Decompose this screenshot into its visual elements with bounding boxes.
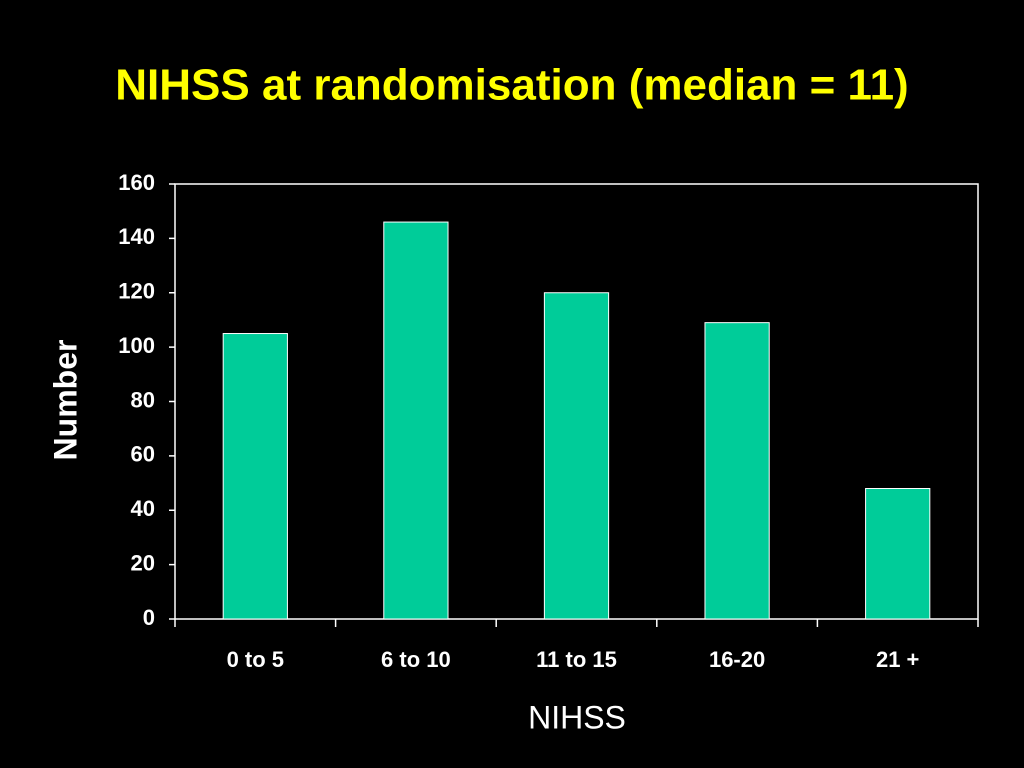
y-tick-label: 80 — [131, 387, 155, 412]
bar — [865, 488, 931, 620]
bar — [222, 333, 288, 620]
x-axis-label: NIHSS — [528, 699, 626, 735]
y-tick-label: 120 — [118, 279, 155, 304]
y-tick-label: 60 — [131, 442, 155, 467]
x-tick-label: 6 to 10 — [381, 647, 451, 672]
y-tick-label: 40 — [131, 496, 155, 521]
y-tick-label: 20 — [131, 550, 155, 575]
y-tick-label: 0 — [143, 605, 155, 630]
bar — [543, 292, 610, 620]
y-tick-label: 160 — [118, 170, 155, 195]
y-tick-label: 100 — [118, 333, 155, 358]
chart-title: NIHSS at randomisation (median = 11) — [115, 61, 908, 110]
x-tick-label: 11 to 15 — [536, 647, 617, 672]
y-axis-label: Number — [47, 340, 83, 461]
x-tick-label: 0 to 5 — [227, 647, 284, 672]
x-tick-label: 16-20 — [709, 647, 765, 672]
y-tick-label: 140 — [118, 224, 155, 249]
bar — [704, 322, 770, 620]
bar — [383, 221, 449, 620]
x-tick-label: 21 + — [876, 647, 919, 672]
